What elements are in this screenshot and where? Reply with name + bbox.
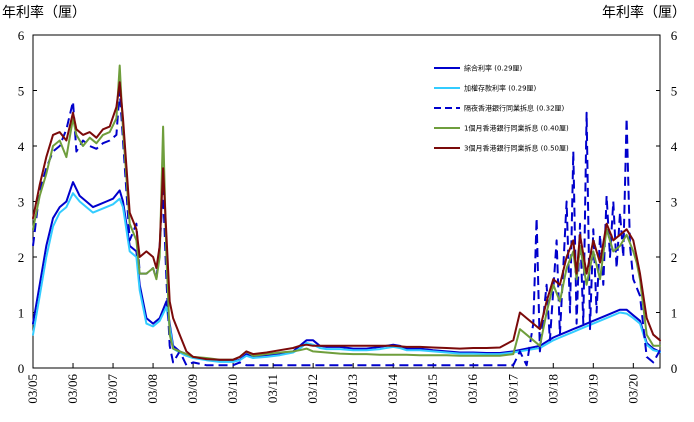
x-tick-label: 03/16: [465, 374, 480, 404]
x-tick-label: 03/15: [425, 374, 440, 404]
legend: 綜合利率 (0.29厘) 加權存款利率 (0.29厘) 隔夜香港銀行同業拆息 (0.…: [434, 64, 569, 153]
series-lines: [32, 64, 661, 367]
y-tick-label-left: 5: [18, 84, 25, 99]
x-tick-label: 03/11: [265, 374, 280, 403]
legend-label-0: 綜合利率 (0.29厘): [464, 64, 523, 73]
y-tick-label-left: 3: [18, 195, 25, 210]
legend-label-3: 1個月香港銀行同業拆息 (0.40厘): [464, 124, 569, 133]
x-tick-label: 03/08: [145, 374, 160, 404]
series-line-0: [32, 181, 661, 363]
y-tick-label-right: 0: [671, 361, 678, 376]
y-tick-label-right: 5: [671, 84, 678, 99]
y-axis-right: 0 1 2 3 4 5 6: [656, 28, 678, 376]
x-tick-label: 03/05: [25, 374, 40, 404]
x-tick-label: 03/19: [585, 374, 600, 404]
x-axis: 03/05 03/06 03/07 03/08 03/09 03/10 03/11 03/12…: [25, 363, 640, 404]
x-tick-label: 03/06: [65, 374, 80, 404]
x-tick-label: 03/18: [545, 374, 560, 404]
x-tick-label: 03/09: [185, 374, 200, 404]
y-tick-label-right: 4: [671, 139, 678, 154]
legend-label-4: 3個月香港銀行同業拆息 (0.50厘): [464, 144, 569, 153]
y-tick-label-right: 1: [671, 306, 678, 321]
y-axis-left: 0 1 2 3 4 5 6: [18, 28, 37, 376]
x-tick-label: 03/12: [305, 374, 320, 404]
x-tick-label: 03/13: [345, 374, 360, 404]
y-tick-label-left: 1: [18, 306, 25, 321]
y-tick-label-right: 3: [671, 195, 678, 210]
legend-label-2: 隔夜香港銀行同業拆息 (0.32厘): [464, 104, 565, 113]
y-tick-label-right: 2: [671, 250, 678, 265]
series-line-2: [32, 89, 661, 367]
legend-label-1: 加權存款利率 (0.29厘): [464, 84, 537, 93]
x-tick-label: 03/10: [225, 374, 240, 404]
x-tick-label: 03/14: [385, 374, 400, 404]
y-tick-label-left: 2: [18, 250, 25, 265]
y-axis-unit-left: 年利率（厘）: [2, 6, 86, 21]
y-tick-label-left: 6: [18, 28, 25, 43]
x-tick-label: 03/17: [505, 374, 520, 404]
y-tick-label-left: 0: [18, 361, 25, 376]
y-tick-label-right: 6: [671, 28, 678, 43]
x-tick-label: 03/07: [105, 374, 120, 404]
x-tick-label: 03/20: [625, 374, 640, 404]
series-line-4: [32, 81, 661, 361]
y-axis-unit-right: 年利率（厘）: [602, 6, 686, 21]
y-tick-label-left: 4: [18, 139, 25, 154]
